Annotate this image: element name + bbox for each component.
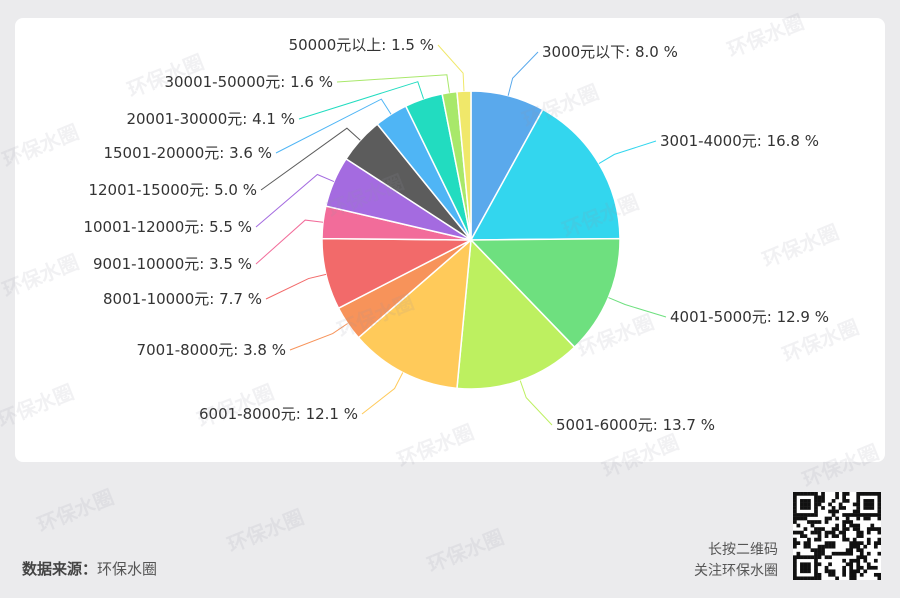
chart-card: 3000元以下: 8.0 % 3001-4000元: 16.8 % 4001-500… bbox=[15, 18, 885, 462]
slice-label: 30001-50000元: 1.6 % bbox=[164, 73, 333, 91]
leader-line bbox=[255, 173, 335, 228]
leader-line bbox=[260, 127, 361, 191]
leader-line bbox=[437, 44, 465, 92]
slice-label: 3001-4000元: 16.8 % bbox=[660, 132, 819, 150]
slice-label: 50000元以上: 1.5 % bbox=[289, 36, 434, 54]
leader-line bbox=[361, 372, 404, 415]
leader-line bbox=[265, 273, 327, 300]
pie-slice bbox=[456, 90, 472, 241]
slice-label: 8001-10000元: 7.7 % bbox=[103, 290, 262, 308]
slice-label: 15001-20000元: 3.6 % bbox=[103, 144, 272, 162]
leader-line bbox=[289, 323, 348, 351]
qr-code[interactable] bbox=[793, 492, 882, 581]
pie-slice bbox=[456, 238, 576, 390]
data-source-key: 数据来源： bbox=[22, 560, 98, 578]
slice-label: 3000元以下: 8.0 % bbox=[542, 43, 678, 61]
qr-code-image bbox=[793, 492, 882, 581]
slice-label: 5001-6000元: 13.7 % bbox=[556, 416, 715, 434]
data-source-value: 环保水圈 bbox=[97, 560, 158, 578]
slice-label: 6001-8000元: 12.1 % bbox=[199, 405, 358, 423]
slice-label: 9001-10000元: 3.5 % bbox=[93, 255, 252, 273]
leader-line bbox=[519, 380, 553, 426]
slice-label: 12001-15000元: 5.0 % bbox=[88, 181, 257, 199]
leader-line bbox=[336, 74, 450, 93]
slice-label: 10001-12000元: 5.5 % bbox=[83, 218, 252, 236]
leader-line bbox=[275, 98, 392, 154]
leader-line bbox=[255, 219, 324, 265]
watermark: 环保水圈 bbox=[223, 504, 308, 558]
slice-label: 4001-5000元: 12.9 % bbox=[670, 308, 829, 326]
slice-label: 20001-30000元: 4.1 % bbox=[126, 110, 295, 128]
data-source: 数据来源：环保水圈 bbox=[22, 558, 157, 579]
pie-chart: 3000元以下: 8.0 % 3001-4000元: 16.8 % 4001-500… bbox=[83, 36, 829, 434]
watermark: 环保水圈 bbox=[33, 484, 118, 538]
leader-line bbox=[598, 140, 657, 165]
follow-line-1: 长按二维码 bbox=[708, 542, 778, 558]
leader-line bbox=[608, 297, 667, 318]
slice-label: 7001-8000元: 3.8 % bbox=[137, 341, 286, 359]
watermark: 环保水圈 bbox=[423, 524, 508, 578]
pie-slice bbox=[469, 108, 621, 241]
pie-slice bbox=[469, 237, 621, 349]
leader-line bbox=[298, 81, 425, 120]
follow-line-2: 关注环保水圈 bbox=[694, 563, 778, 579]
leader-line bbox=[507, 51, 539, 96]
follow-text: 长按二维码 关注环保水圈 bbox=[658, 540, 778, 582]
